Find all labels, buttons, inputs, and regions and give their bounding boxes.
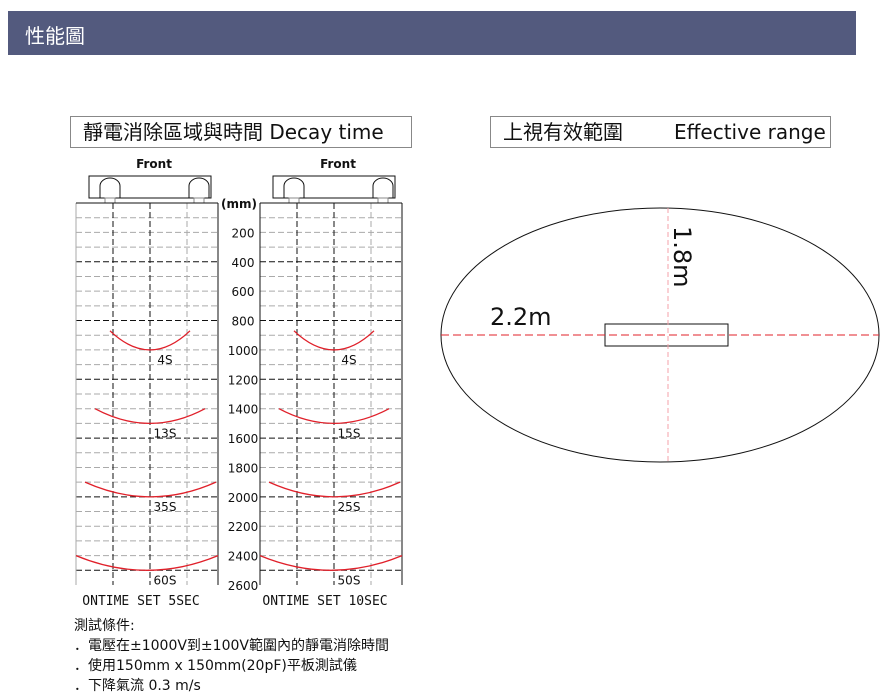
ionizer-bar: [272, 175, 396, 199]
curve-label: 60S: [154, 573, 177, 587]
front-label: Front: [320, 157, 356, 171]
y-unit-label: (mm): [221, 197, 257, 211]
panel-caption: ONTIME SET 5SEC: [82, 594, 199, 609]
depth-label: 1.8m: [668, 226, 696, 288]
decay-curve: [84, 481, 217, 498]
ionizer-bar: [88, 175, 212, 199]
decay-curve: [268, 481, 401, 498]
range-title-box: 上視有效範圍 Effective range: [490, 116, 831, 148]
emitter-head: [372, 177, 394, 198]
section-header: 性能圖: [8, 11, 856, 55]
curve-label: 13S: [154, 426, 177, 440]
width-label: 2.2m: [490, 303, 552, 331]
note-item: ．使用150mm x 150mm(20pF)平板測試儀: [74, 658, 357, 674]
curve-label: 25S: [338, 500, 361, 514]
emitter-nozzle: [104, 197, 116, 204]
curve-label: 35S: [154, 500, 177, 514]
decay-curve: [94, 408, 206, 424]
decay-curve: [259, 555, 403, 571]
decay-curve: [293, 330, 375, 351]
y-tick-label: 1000: [228, 344, 259, 358]
curve-label: 4S: [157, 353, 172, 367]
y-tick-label: 1400: [228, 403, 259, 417]
y-tick-label: 600: [232, 285, 255, 299]
decay-title-box: 靜電消除區域與時間 Decay time: [70, 116, 412, 148]
y-tick-label: 1800: [228, 461, 259, 475]
emitter-head: [283, 177, 305, 198]
emitter-nozzle: [288, 197, 300, 204]
y-tick-label: 2600: [228, 579, 259, 593]
emitter-head: [99, 177, 121, 198]
y-tick-label: 200: [232, 226, 255, 240]
curve-label: 50S: [338, 573, 361, 587]
y-tick-label: 400: [232, 256, 255, 270]
decay-curve: [278, 408, 390, 424]
front-label: Front: [136, 157, 172, 171]
curve-label: 15S: [338, 426, 361, 440]
note-item: ．下降氣流 0.3 m/s: [74, 678, 201, 694]
panel-caption: ONTIME SET 10SEC: [262, 594, 387, 609]
curve-label: 4S: [341, 353, 356, 367]
range-title-en: Effective range: [674, 120, 826, 144]
emitter-nozzle: [193, 197, 205, 204]
y-tick-label: 2000: [228, 491, 259, 505]
section-title: 性能圖: [25, 24, 85, 48]
test-conditions: 測試條件: ．電壓在±1000V到±100V範圍內的靜電消除時間 ．使用150m…: [74, 616, 389, 696]
range-title-zh: 上視有效範圍: [503, 120, 623, 144]
decay-title: 靜電消除區域與時間 Decay time: [83, 120, 384, 144]
decay-curve: [109, 330, 191, 351]
notes-heading: 測試條件:: [74, 618, 135, 634]
emitter-nozzle: [377, 197, 389, 204]
y-tick-label: 1600: [228, 432, 259, 446]
y-tick-label: 800: [232, 315, 255, 329]
decay-curve: [75, 555, 219, 571]
note-item: ．電壓在±1000V到±100V範圍內的靜電消除時間: [74, 638, 389, 654]
y-tick-label: 2200: [228, 520, 259, 534]
y-tick-label: 1200: [228, 373, 259, 387]
emitter-head: [188, 177, 210, 198]
y-tick-label: 2400: [228, 550, 259, 564]
